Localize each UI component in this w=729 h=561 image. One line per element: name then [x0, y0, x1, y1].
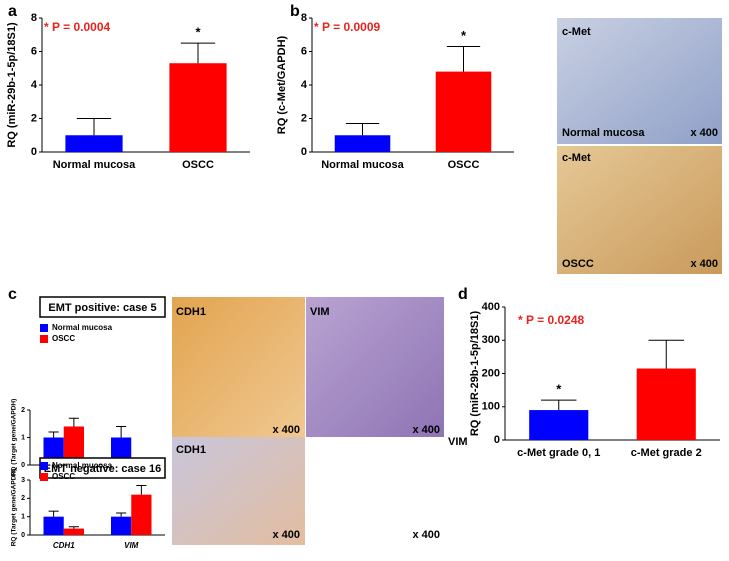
- legend-label: Normal mucosa: [52, 323, 113, 332]
- y-tick-label: 100: [482, 401, 500, 413]
- significance-marker: *: [556, 382, 562, 397]
- y-tick-label: 8: [31, 12, 37, 24]
- image-label: c-Met: [562, 152, 591, 164]
- significance-marker: *: [195, 25, 201, 40]
- y-tick-label: 0: [301, 146, 307, 158]
- image-label: x 400: [412, 424, 440, 436]
- image-label: x 400: [272, 424, 300, 436]
- y-tick-label: 200: [482, 367, 500, 379]
- y-tick-label: 0: [31, 146, 37, 158]
- significance-marker: *: [461, 28, 467, 43]
- bar: [636, 368, 696, 440]
- panel-letter: a: [8, 3, 17, 20]
- image-label: x 400: [272, 529, 300, 541]
- image-label: x 400: [690, 258, 718, 270]
- y-tick-label: 300: [482, 334, 500, 346]
- y-tick-label: 0: [21, 462, 25, 469]
- y-axis-label: RQ (miR-29b-1-5p/18S1): [469, 311, 481, 437]
- image-label: CDH1: [176, 444, 206, 456]
- bar: [63, 426, 84, 465]
- y-tick-label: 0: [494, 434, 500, 446]
- y-tick-label: 2: [21, 407, 25, 414]
- micrograph: [306, 297, 444, 437]
- chart-title: EMT negative: case 16: [44, 463, 161, 475]
- y-tick-label: 1: [21, 514, 25, 521]
- legend-swatch: [40, 335, 48, 343]
- y-axis-label: RQ (Target gene/GAPDH): [11, 399, 18, 477]
- panel-letter: c: [8, 286, 17, 303]
- image-label: OSCC: [562, 258, 594, 270]
- legend-label: OSCC: [52, 334, 75, 343]
- bar: [529, 410, 589, 440]
- image-label: c-Met: [562, 26, 591, 38]
- micrograph: [557, 146, 722, 274]
- image-label: x 400: [690, 127, 718, 139]
- y-axis-label: RQ (c-Met/GAPDH): [276, 35, 288, 134]
- bar: [63, 528, 84, 535]
- image-label: CDH1: [176, 306, 206, 318]
- legend-label: OSCC: [52, 472, 75, 481]
- y-tick-label: 6: [31, 45, 37, 57]
- bar: [65, 135, 123, 152]
- image-label: Normal mucosa: [562, 127, 645, 139]
- bar: [131, 494, 152, 535]
- image-label: VIM: [310, 306, 330, 318]
- y-tick-label: 4: [301, 79, 308, 91]
- annotation: * P = 0.0004: [44, 20, 110, 34]
- legend-label: Normal mucosa: [52, 461, 113, 470]
- bar: [43, 516, 64, 535]
- x-tick-label: Normal mucosa: [53, 159, 136, 171]
- y-tick-label: 6: [301, 45, 307, 57]
- panel-letter: b: [290, 3, 300, 20]
- annotation: * P = 0.0009: [314, 20, 380, 34]
- legend-swatch: [40, 473, 48, 481]
- y-tick-label: 4: [31, 79, 38, 91]
- x-tick-label: c-Met grade 2: [631, 447, 702, 459]
- micrograph: [172, 437, 305, 545]
- bar: [111, 516, 132, 535]
- image-label: x 400: [412, 529, 440, 541]
- micrograph: [557, 18, 722, 144]
- chart-title: EMT positive: case 5: [48, 302, 156, 314]
- y-axis-label: RQ (Target gene/GAPDH): [11, 469, 18, 547]
- y-tick-label: 0: [21, 532, 25, 539]
- y-axis-label: RQ (miR-29b-1-5p/18S1): [6, 22, 18, 148]
- x-tick-label: OSCC: [182, 159, 214, 171]
- y-tick-label: 1: [21, 434, 25, 441]
- x-tick-label: Normal mucosa: [321, 159, 404, 171]
- bar: [169, 63, 227, 152]
- annotation: * P = 0.0248: [518, 313, 584, 327]
- y-tick-label: 3: [21, 477, 25, 484]
- micrograph: [172, 297, 305, 437]
- x-tick-label: VIM: [124, 541, 139, 550]
- image-label: VIM: [448, 436, 468, 448]
- legend-swatch: [40, 462, 48, 470]
- bar: [435, 71, 492, 152]
- y-tick-label: 2: [21, 495, 25, 502]
- y-tick-label: 8: [301, 12, 307, 24]
- y-tick-label: 2: [31, 112, 37, 124]
- y-tick-label: 400: [482, 301, 500, 313]
- panel-letter: d: [458, 286, 468, 303]
- bar: [334, 135, 391, 152]
- x-tick-label: CDH1: [53, 541, 75, 550]
- x-tick-label: c-Met grade 0, 1: [517, 447, 600, 459]
- legend-swatch: [40, 324, 48, 332]
- x-tick-label: OSCC: [448, 159, 480, 171]
- y-tick-label: 2: [301, 112, 307, 124]
- title-box: [39, 296, 166, 318]
